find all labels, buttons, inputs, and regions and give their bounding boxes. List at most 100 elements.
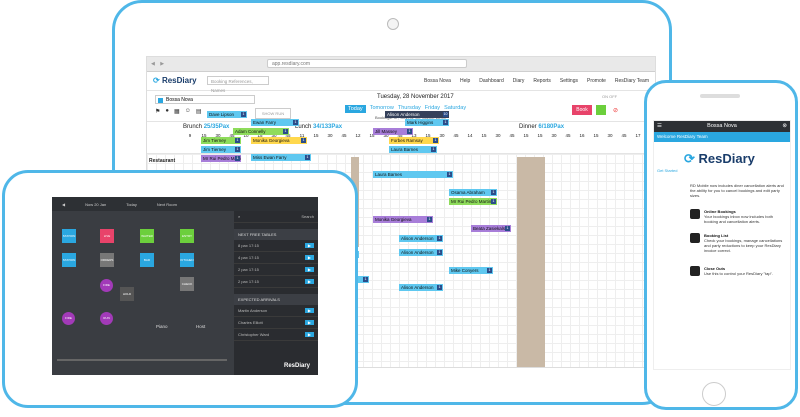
get-started-link[interactable]: Get Started <box>657 168 678 173</box>
booking-block[interactable]: Miss Ewan Farry 1 <box>251 154 311 161</box>
booking-block[interactable]: Mark Higgins 1 <box>405 119 449 126</box>
floorplan-table[interactable]: FIRE <box>100 279 113 292</box>
floorplan-table[interactable]: CHECK <box>180 277 194 291</box>
hour-tick: 30 <box>215 133 221 138</box>
menu-icon[interactable]: ☰ <box>657 123 662 129</box>
booking-block[interactable]: Laura Barnes 1 <box>389 146 437 153</box>
nav-promote[interactable]: Promote <box>587 78 606 84</box>
side-search[interactable]: ⌕ Search <box>234 211 318 223</box>
booking-block[interactable]: Osama Abraham 1 <box>449 189 497 196</box>
booking-block[interactable]: Ewan Farry 1 <box>251 119 299 126</box>
hour-tick: 30 <box>439 133 445 138</box>
browser-nav-icon[interactable]: ◀ ▶ <box>151 61 167 67</box>
list-icon <box>690 233 700 243</box>
tag-icon[interactable]: ● <box>165 108 170 114</box>
hour-tick: 13 <box>411 133 417 138</box>
free-table-row[interactable]: 4 pax 17:15 ▶ <box>234 252 318 264</box>
floorplan-table[interactable]: FIRE <box>62 312 75 325</box>
booking-covers-badge: 1 <box>293 120 298 125</box>
blocked-period <box>517 157 545 367</box>
floorplan-table[interactable]: HOLD <box>120 287 134 301</box>
arrival-row[interactable]: Christopher Ward ▶ <box>234 329 318 341</box>
search-input[interactable]: Booking References, Names <box>207 76 269 93</box>
floorplan-table[interactable]: STATION <box>62 253 76 267</box>
booking-block[interactable]: Alison Anderson 10 <box>385 111 449 118</box>
date-today[interactable]: Today <box>345 105 366 113</box>
booking-block[interactable]: Monika Georgieva 1 <box>373 216 433 223</box>
nav-venue[interactable]: Bossa Nova <box>424 78 451 84</box>
area-label: Restaurant <box>149 158 176 164</box>
walkin-button[interactable] <box>596 105 606 115</box>
home-button[interactable] <box>702 382 726 406</box>
url-field[interactable]: app.resdiary.com <box>267 59 467 68</box>
booking-block[interactable]: Forbes Ramsay 1 <box>389 137 439 144</box>
booking-block[interactable]: Laura Barnes 1 <box>373 171 453 178</box>
hour-tick: 30 <box>271 133 277 138</box>
session-lunch: Lunch 34/133Pax <box>295 124 343 130</box>
booking-block[interactable]: Jill Massey 1 <box>373 128 413 135</box>
floorplan-table[interactable]: KITCHEN <box>180 253 194 267</box>
onoff-toggle[interactable]: ON OFF <box>602 94 618 99</box>
floorplan-table[interactable]: ORDERS <box>100 253 114 267</box>
nav-diary[interactable]: Diary <box>512 78 525 84</box>
date-friday[interactable]: Friday <box>424 105 441 111</box>
table-icon[interactable]: ▤ <box>195 109 202 115</box>
show-run-button[interactable]: SHOW RUN <box>255 108 291 119</box>
nav-settings[interactable]: Settings <box>559 78 578 84</box>
floorplan-table[interactable]: BAR <box>140 253 154 267</box>
nav-dashboard[interactable]: Dashboard <box>479 78 504 84</box>
booking-block[interactable]: Jim Tierney 1 <box>201 146 241 153</box>
area-piano: Piano <box>156 324 168 329</box>
timeline-slider[interactable] <box>57 359 227 361</box>
booking-block[interactable]: Monika Georgieva 1 <box>251 137 307 144</box>
venue-select[interactable]: Bossa Nova <box>155 95 255 104</box>
nav-user[interactable]: ResDiary Team <box>614 78 649 84</box>
date-thursday[interactable]: Thursday <box>397 105 421 111</box>
hour-tick: 45 <box>341 133 347 138</box>
back-icon[interactable]: ◀ <box>62 201 66 207</box>
floorplan-table[interactable]: STATION <box>62 229 76 243</box>
booking-covers-badge: 1 <box>241 112 246 117</box>
booking-block[interactable]: Alison Anderson 1 <box>399 235 443 242</box>
arrival-row[interactable]: Charles Elliott ▶ <box>234 317 318 329</box>
free-table-row[interactable]: 8 pax 17:15 ▶ <box>234 240 318 252</box>
booking-block[interactable]: Dave Lipson 1 <box>207 111 247 118</box>
hour-tick: 15 <box>369 133 375 138</box>
hour-tick: 15 <box>481 133 487 138</box>
hour-tick: 11 <box>299 133 305 138</box>
inbox-icon <box>690 209 700 219</box>
tab-next-room[interactable]: Next Room <box>156 201 177 207</box>
free-table-row[interactable]: 2 pax 17:15 ▶ <box>234 276 318 288</box>
nav-help[interactable]: Help <box>459 78 471 84</box>
booking-guest-name: Alison Anderson <box>401 236 434 241</box>
resdiary-logo[interactable]: ⟳ ResDiary <box>153 76 197 85</box>
floorplan-table[interactable]: ENTRY <box>180 229 194 243</box>
booking-block[interactable]: Alison Anderson 1 <box>399 249 443 256</box>
floorplan-table[interactable]: WAITER <box>140 229 154 243</box>
toolbar-icons: ⚑ ● ▦ ☺ ▤ <box>155 108 202 115</box>
date-tomorrow[interactable]: Tomorrow <box>369 105 394 111</box>
free-table-row[interactable]: 2 pax 17:15 ▶ <box>234 264 318 276</box>
close-icon[interactable]: ⊗ <box>782 123 787 129</box>
alert-icon[interactable]: ⊘ <box>613 108 619 114</box>
nav-reports[interactable]: Reports <box>533 78 551 84</box>
booking-block[interactable]: Alison Anderson 1 <box>399 284 443 291</box>
tab-today[interactable]: Today <box>126 201 137 207</box>
flag-icon[interactable]: ⚑ <box>155 109 161 115</box>
floorplan-table[interactable]: LIVE <box>100 229 114 243</box>
booking-block[interactable]: Adam Connelly 1 <box>233 128 289 135</box>
booking-guest-name: Osama Abraham <box>451 190 485 195</box>
booking-guest-name: Dave Lipson <box>209 112 235 117</box>
booking-block[interactable]: Mike Conyers 1 <box>449 267 493 274</box>
grid-icon[interactable]: ▦ <box>174 109 180 115</box>
date-saturday[interactable]: Saturday <box>444 105 467 111</box>
booking-block[interactable]: Jim Tierney 1 <box>201 137 241 144</box>
book-button[interactable]: Book <box>572 105 592 115</box>
floorplan-table[interactable]: RUN <box>100 312 113 325</box>
people-icon[interactable]: ☺ <box>184 108 191 114</box>
arrival-row[interactable]: Martin Anderson ▶ <box>234 305 318 317</box>
tab-now[interactable]: Now 20 Jan <box>85 201 107 207</box>
